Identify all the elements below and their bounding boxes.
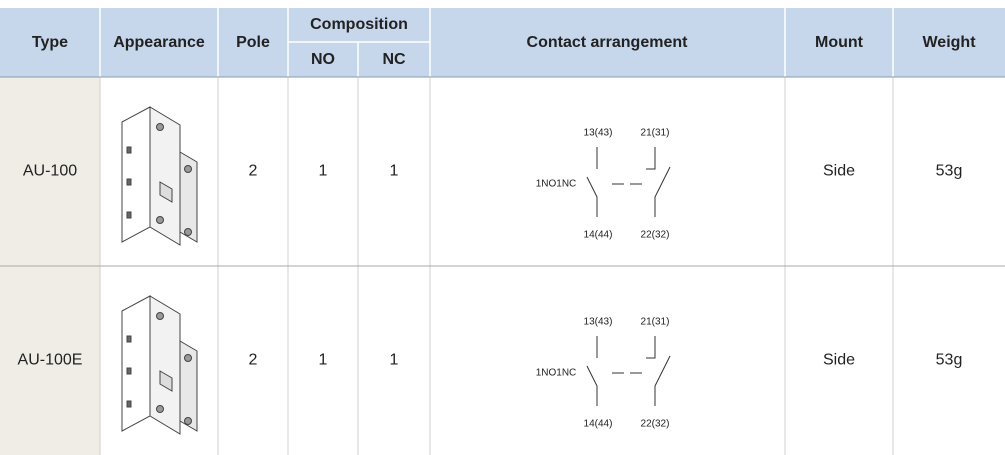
screw xyxy=(156,216,164,224)
appearance-image xyxy=(121,295,198,435)
diagram-label: 1NO1NC xyxy=(536,179,577,190)
header-appearance: Appearance xyxy=(113,34,205,51)
diagram-label: 1NO1NC xyxy=(536,368,577,379)
diagram-label: 13(43) xyxy=(584,317,613,328)
nc-count: 1 xyxy=(390,352,399,369)
nc-count: 1 xyxy=(390,163,399,180)
clip xyxy=(126,146,132,154)
screw xyxy=(184,165,192,173)
contact-symbol xyxy=(586,336,671,406)
pole: 2 xyxy=(249,352,258,369)
nc-contact xyxy=(646,336,671,406)
weight: 53g xyxy=(936,163,963,180)
contact-symbol xyxy=(586,147,671,217)
diagram-label: 13(43) xyxy=(584,128,613,139)
appearance-image xyxy=(121,106,198,246)
module-body xyxy=(121,106,151,243)
diagram-label: 14(44) xyxy=(584,419,613,430)
clip xyxy=(126,367,132,375)
header-mount: Mount xyxy=(815,34,864,51)
header-nc: NC xyxy=(382,51,406,68)
mount: Side xyxy=(823,352,855,369)
clip xyxy=(126,400,132,408)
type: AU-100E xyxy=(18,352,83,369)
pole: 2 xyxy=(249,163,258,180)
module-front xyxy=(179,151,198,243)
diagram-label: 22(32) xyxy=(641,230,670,241)
no-contact xyxy=(586,336,598,406)
header-type: Type xyxy=(32,34,68,51)
diagram-label: 14(44) xyxy=(584,230,613,241)
screw xyxy=(184,354,192,362)
no-count: 1 xyxy=(319,163,328,180)
module-side xyxy=(149,295,181,435)
weight: 53g xyxy=(936,352,963,369)
diagram-label: 22(32) xyxy=(641,419,670,430)
nc-contact xyxy=(646,147,671,217)
diagram-label: 21(31) xyxy=(641,317,670,328)
header-bg xyxy=(0,8,1005,77)
module-side xyxy=(149,106,181,246)
header-contact: Contact arrangement xyxy=(527,34,689,51)
header-weight: Weight xyxy=(922,34,976,51)
header-composition: Composition xyxy=(310,16,408,33)
header-no: NO xyxy=(311,51,335,68)
module-slot xyxy=(159,370,173,392)
screw xyxy=(184,228,192,236)
clip xyxy=(126,211,132,219)
mount: Side xyxy=(823,163,855,180)
screw xyxy=(156,312,164,320)
diagram-label: 21(31) xyxy=(641,128,670,139)
module-body xyxy=(121,295,151,432)
header-pole: Pole xyxy=(236,34,270,51)
module-slot xyxy=(159,181,173,203)
clip xyxy=(126,178,132,186)
header-dividers xyxy=(99,8,894,77)
screw xyxy=(184,417,192,425)
no-count: 1 xyxy=(319,352,328,369)
clip xyxy=(126,335,132,343)
no-contact xyxy=(586,147,598,217)
screw xyxy=(156,123,164,131)
module-front xyxy=(179,340,198,432)
screw xyxy=(156,405,164,413)
type: AU-100 xyxy=(23,163,77,180)
